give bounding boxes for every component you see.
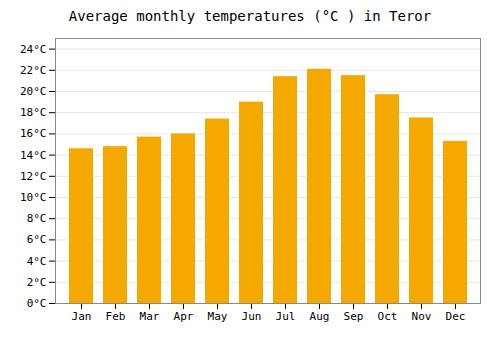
svg-text:10°C: 10°C — [20, 191, 47, 204]
svg-text:2°C: 2°C — [27, 276, 47, 289]
svg-text:May: May — [208, 310, 228, 323]
svg-text:Feb: Feb — [106, 310, 126, 323]
svg-text:Aug: Aug — [310, 310, 330, 323]
svg-text:Oct: Oct — [378, 310, 398, 323]
svg-text:24°C: 24°C — [20, 43, 47, 56]
svg-text:22°C: 22°C — [20, 64, 47, 77]
svg-text:Mar: Mar — [140, 310, 160, 323]
svg-text:Jun: Jun — [242, 310, 262, 323]
svg-text:0°C: 0°C — [27, 297, 47, 310]
svg-text:Sep: Sep — [344, 310, 364, 323]
svg-text:14°C: 14°C — [20, 149, 47, 162]
svg-text:Dec: Dec — [446, 310, 466, 323]
svg-text:16°C: 16°C — [20, 127, 47, 140]
svg-text:Nov: Nov — [412, 310, 432, 323]
svg-text:6°C: 6°C — [27, 233, 47, 246]
svg-text:4°C: 4°C — [27, 255, 47, 268]
html-text:Average monthly temperatures (: Average monthly temperatures (°C ) in Te… — [68, 8, 432, 24]
svg-text:Jul: Jul — [276, 310, 296, 323]
svg-text:Apr: Apr — [174, 310, 194, 323]
svg-text:8°C: 8°C — [27, 212, 47, 225]
svg-text:12°C: 12°C — [20, 170, 47, 183]
svg-text:Jan: Jan — [72, 310, 92, 323]
svg-text:20°C: 20°C — [20, 85, 47, 98]
svg-text:18°C: 18°C — [20, 106, 47, 119]
